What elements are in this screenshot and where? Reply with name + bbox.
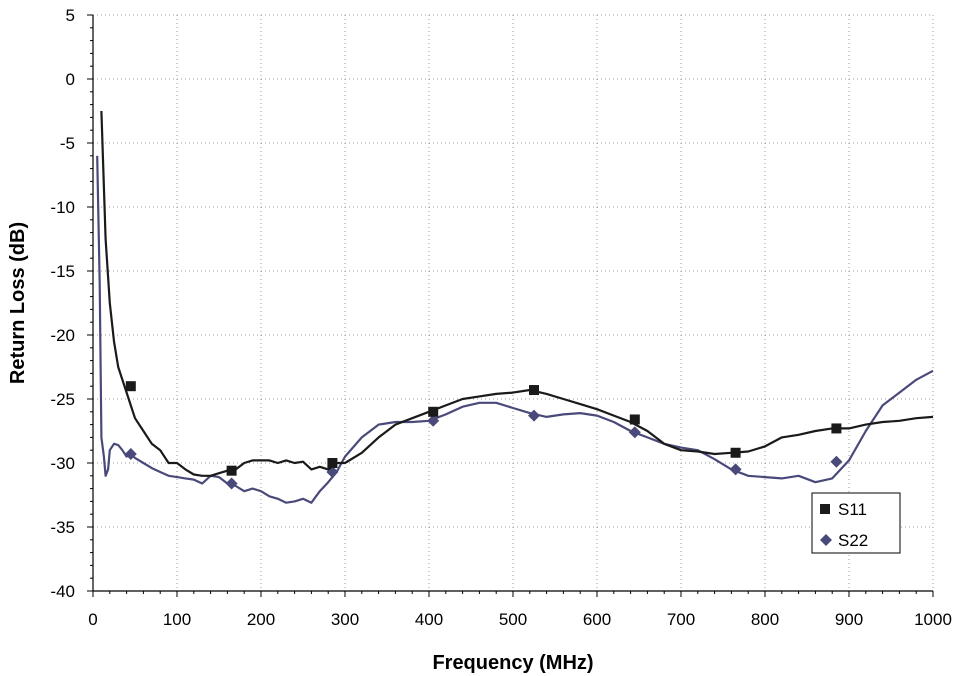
marker-s11 <box>226 465 237 476</box>
x-axis-title: Frequency (MHz) <box>432 652 593 674</box>
y-tick-label: -5 <box>60 134 75 153</box>
y-tick-label: -35 <box>50 518 75 537</box>
y-tick-label: -25 <box>50 390 75 409</box>
marker-s22 <box>528 409 540 422</box>
marker-s22 <box>628 426 641 439</box>
legend-label-s22: S22 <box>838 531 868 550</box>
legend-label-s11: S11 <box>838 500 867 519</box>
y-tick-label: -15 <box>50 262 75 281</box>
marker-s11 <box>831 423 842 434</box>
y-tick-label: -30 <box>50 454 75 473</box>
x-tick-label: 900 <box>835 610 863 629</box>
y-tick-label: -10 <box>50 198 75 217</box>
marker-s22 <box>124 448 137 461</box>
x-tick-label: 400 <box>415 610 443 629</box>
marker-s22 <box>830 455 843 468</box>
marker-s11 <box>428 406 439 417</box>
x-tick-label: 300 <box>331 610 359 629</box>
marker-s22 <box>427 414 440 427</box>
y-tick-label: 5 <box>66 6 75 25</box>
legend-marker-s11 <box>820 504 830 514</box>
x-tick-label: 0 <box>88 610 97 629</box>
x-ticks: 0 100 200 300 400 500 600 700 800 900 1000 <box>88 591 952 629</box>
grid-lines <box>93 14 934 591</box>
marker-s11 <box>327 458 338 468</box>
x-tick-label: 800 <box>751 610 779 629</box>
x-tick-label: 500 <box>499 610 527 629</box>
legend-marker-s22 <box>820 534 832 546</box>
marker-s11 <box>730 447 741 458</box>
y-tick-label: -20 <box>50 326 75 345</box>
x-tick-label: 700 <box>667 610 695 629</box>
series-line-s11 <box>100 110 934 477</box>
x-tick-label: 100 <box>163 610 191 629</box>
y-axis-title: Return Loss (dB) <box>7 222 29 384</box>
marker-s22 <box>729 463 742 476</box>
series-layer <box>96 110 934 504</box>
x-tick-label: 200 <box>247 610 275 629</box>
y-tick-label: 0 <box>66 70 75 89</box>
y-ticks: 5 0 -5 -10 -15 -20 -25 -30 -35 -40 <box>50 6 93 601</box>
marker-s11 <box>125 381 136 392</box>
marker-s11 <box>629 414 640 425</box>
x-tick-label: 1000 <box>914 610 952 629</box>
marker-s11 <box>529 385 539 396</box>
legend: S11 S22 <box>811 492 901 554</box>
marker-s22 <box>225 477 238 490</box>
y-tick-label: -40 <box>50 582 75 601</box>
x-tick-label: 600 <box>583 610 611 629</box>
